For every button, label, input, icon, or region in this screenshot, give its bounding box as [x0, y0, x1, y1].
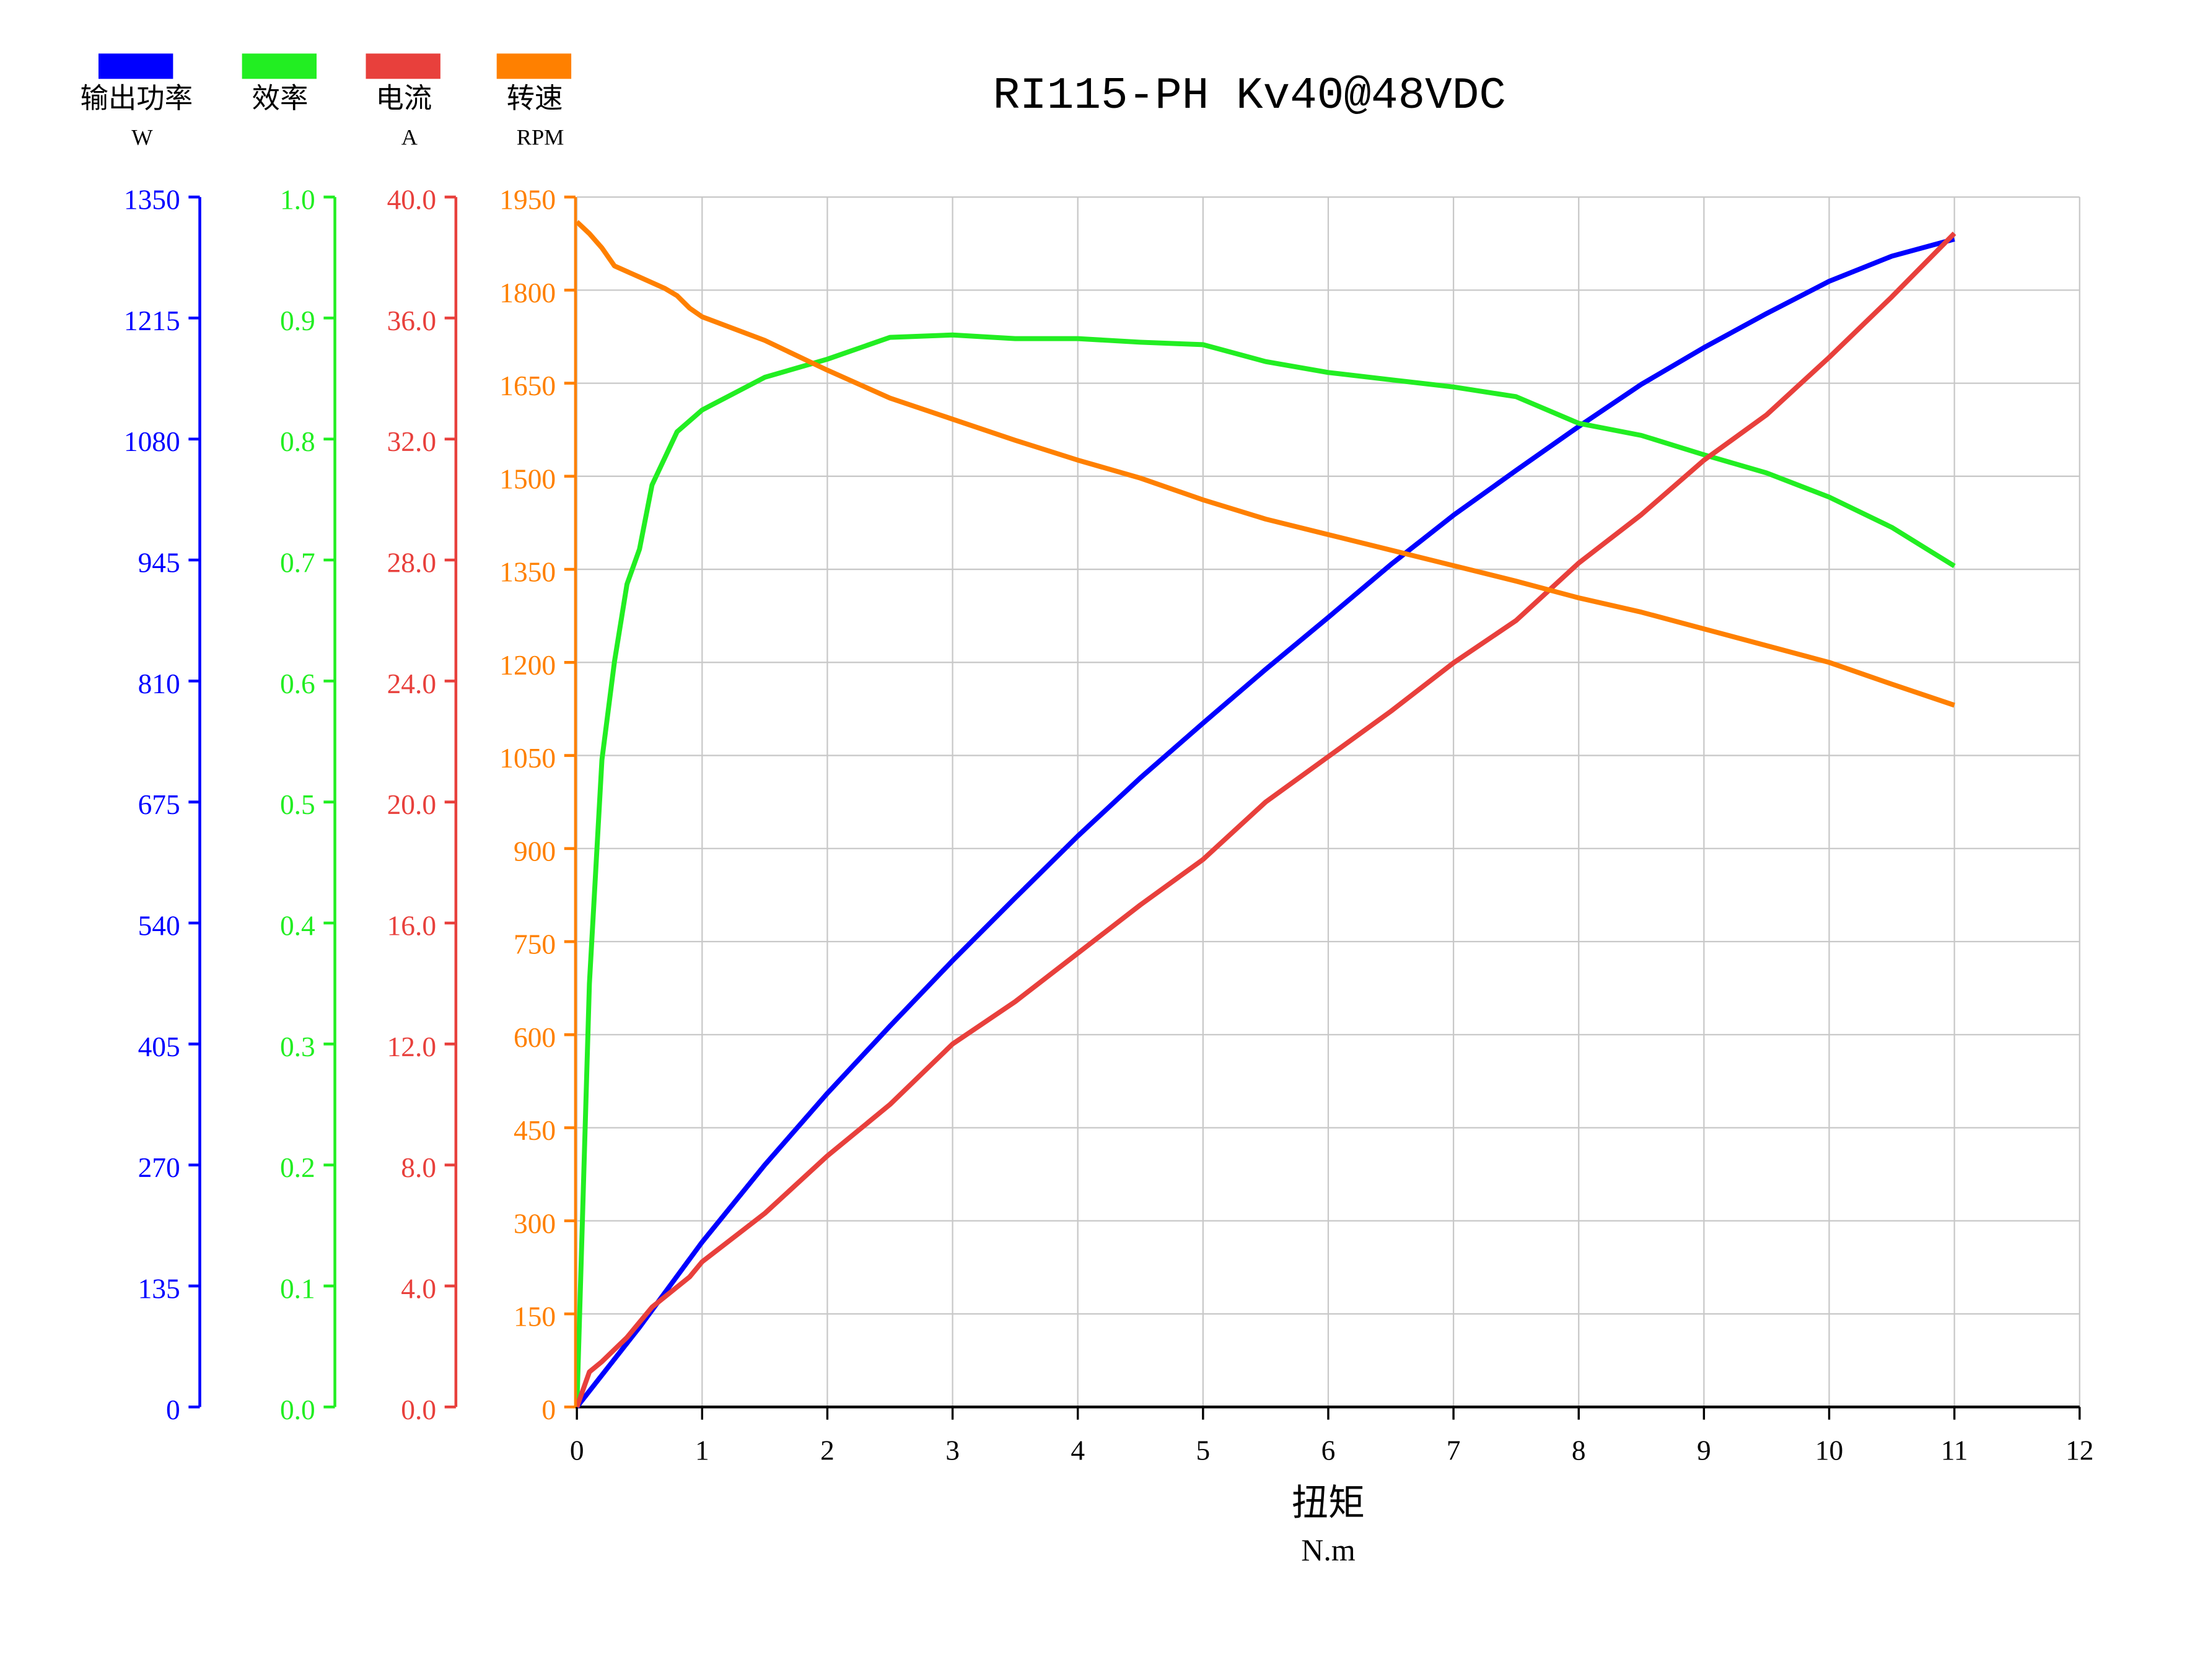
x-tick-label: 11	[1941, 1435, 1968, 1466]
y-tick-label: 810	[138, 668, 180, 699]
y-tick-label: 0.8	[280, 426, 315, 457]
y-tick-label: 1080	[124, 426, 180, 457]
y-tick-label: 0.0	[280, 1394, 315, 1425]
legend-unit: W	[131, 125, 153, 149]
series-line	[575, 237, 1955, 1409]
y-tick-label: 945	[138, 548, 180, 579]
y-tick-label: 300	[514, 1208, 556, 1239]
x-tick-label: 5	[1196, 1435, 1210, 1466]
y-tick-label: 150	[514, 1302, 556, 1332]
y-tick-label: 0.1	[280, 1273, 315, 1304]
x-tick-label: 10	[1815, 1435, 1843, 1466]
y-tick-label: 0.4	[280, 911, 315, 942]
y-tick-label: 32.0	[387, 426, 436, 457]
y-tick-label: 0	[166, 1394, 180, 1425]
x-tick-label: 3	[945, 1435, 960, 1466]
y-tick-label: 0.6	[280, 668, 315, 699]
y-tick-label: 0.2	[280, 1152, 315, 1183]
y-tick-label: 0.9	[280, 305, 315, 336]
y-tick-label: 0.0	[401, 1394, 436, 1425]
y-tick-label: 1.0	[280, 185, 315, 216]
x-tick-label: 6	[1321, 1435, 1336, 1466]
legend-swatch	[98, 53, 173, 79]
y-tick-label: 1800	[499, 278, 556, 308]
y-tick-label: 8.0	[401, 1152, 436, 1183]
series-line	[574, 332, 1956, 1407]
y-tick-label: 600	[514, 1022, 556, 1053]
x-tick-label: 1	[695, 1435, 709, 1466]
y-tick-label: 4.0	[401, 1273, 436, 1304]
series-line	[574, 231, 1956, 1408]
y-tick-label: 450	[514, 1115, 556, 1146]
x-tick-label: 4	[1071, 1435, 1085, 1466]
y-tick-label: 1200	[499, 650, 556, 681]
legend-label: 效率	[252, 83, 309, 114]
y-tick-label: 1650	[499, 370, 556, 401]
y-tick-label: 1350	[499, 557, 556, 588]
x-tick-label: 8	[1572, 1435, 1586, 1466]
x-tick-label: 7	[1447, 1435, 1461, 1466]
y-tick-label: 1215	[124, 305, 180, 336]
y-tick-label: 20.0	[387, 789, 436, 820]
series-line	[575, 220, 1955, 708]
y-tick-label: 540	[138, 911, 180, 942]
y-tick-label: 750	[514, 929, 556, 960]
chart-title: RI115-PH Kv40@48VDC	[993, 71, 1506, 121]
legend-swatch	[496, 53, 572, 79]
x-axis-label: 扭矩	[1292, 1482, 1365, 1523]
y-tick-label: 0.7	[280, 548, 315, 579]
x-tick-label: 0	[570, 1435, 584, 1466]
y-tick-label: 0.3	[280, 1031, 315, 1062]
y-tick-label: 16.0	[387, 911, 436, 942]
x-tick-label: 9	[1697, 1435, 1711, 1466]
y-tick-label: 1350	[124, 185, 180, 216]
x-tick-label: 2	[820, 1435, 835, 1466]
y-tick-label: 28.0	[387, 548, 436, 579]
legend-label: 输出功率	[80, 83, 193, 114]
legend-swatch	[242, 53, 317, 79]
y-tick-label: 0.5	[280, 789, 315, 820]
y-tick-label: 1500	[499, 463, 556, 494]
x-tick-label: 12	[2066, 1435, 2093, 1466]
y-tick-label: 135	[138, 1273, 180, 1304]
y-tick-label: 675	[138, 789, 180, 820]
y-tick-label: 0	[541, 1394, 556, 1425]
y-tick-label: 24.0	[387, 668, 436, 699]
legend-unit: A	[401, 125, 418, 149]
legend-label: 电流	[375, 83, 432, 114]
y-tick-label: 40.0	[387, 185, 436, 216]
legend-unit: RPM	[517, 125, 564, 149]
legend-label: 转速	[507, 83, 563, 114]
y-tick-label: 1050	[499, 743, 556, 774]
y-tick-label: 12.0	[387, 1031, 436, 1062]
y-tick-label: 1950	[499, 185, 556, 216]
y-tick-label: 36.0	[387, 305, 436, 336]
y-tick-label: 900	[514, 836, 556, 867]
y-tick-label: 270	[138, 1152, 180, 1183]
y-tick-label: 405	[138, 1031, 180, 1062]
legend-swatch	[366, 53, 440, 79]
x-axis-unit: N.m	[1301, 1533, 1356, 1567]
